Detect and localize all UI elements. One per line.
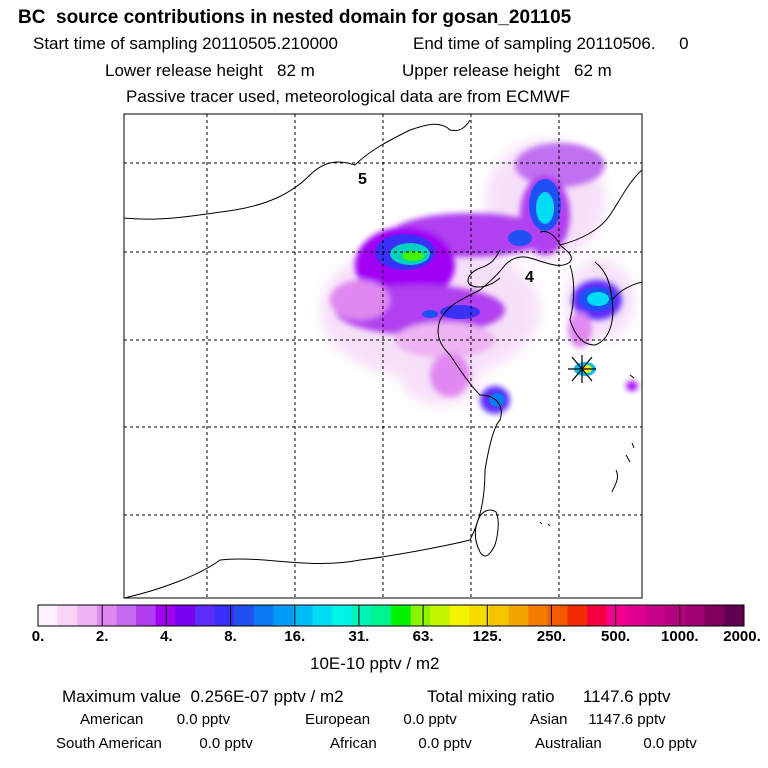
upper-release-label: Upper release height 62 m (402, 61, 612, 80)
colorbar-swatch (449, 605, 470, 626)
colorbar-swatch (547, 605, 568, 626)
asian-contribution: Asian 1147.6 pptv (530, 711, 666, 728)
grid-label-4: 4 (525, 269, 534, 286)
colorbar (37, 604, 745, 627)
colorbar-swatch (665, 605, 686, 626)
american-contribution: American 0.0 pptv (80, 711, 231, 728)
colorbar-swatch (96, 605, 117, 626)
colorbar-tick-label: 250. (536, 628, 567, 645)
colorbar-swatch (626, 605, 647, 626)
colorbar-unit-label: 10E-10 pptv / m2 (310, 654, 440, 673)
tracer-note: Passive tracer used, meteorological data… (126, 87, 571, 106)
colorbar-swatch (685, 605, 706, 626)
map-frame (123, 113, 643, 599)
colorbar-swatch (508, 605, 529, 626)
concentration-field (320, 140, 638, 414)
lat-lon-grid (124, 114, 642, 598)
plot-title: BC source contributions in nested domain… (18, 7, 572, 28)
colorbar-swatch (645, 605, 667, 626)
colorbar-swatch (528, 605, 549, 626)
colorbar-swatch (136, 605, 157, 626)
colorbar-swatch (371, 605, 392, 626)
colorbar-tick-label: 2000. (723, 628, 761, 645)
colorbar-swatch (567, 605, 588, 626)
lower-release-label: Lower release height 82 m (105, 61, 315, 80)
colorbar-swatch (391, 605, 412, 626)
colorbar-swatch (587, 605, 608, 626)
colorbar-tick-label: 31. (348, 628, 370, 645)
colorbar-frame (37, 604, 745, 627)
colorbar-swatch (234, 605, 255, 626)
colorbar-swatch (155, 605, 176, 626)
colorbar-tick-label: 4. (160, 628, 173, 645)
coastlines (124, 119, 642, 598)
european-contribution: European 0.0 pptv (305, 711, 457, 728)
colorbar-tick-label: 500. (601, 628, 631, 645)
colorbar-tick-label: 63. (412, 628, 434, 645)
colorbar-tick-label: 2. (95, 628, 109, 645)
colorbar-swatch (214, 605, 235, 626)
colorbar-swatch (410, 605, 431, 626)
colorbar-tick-label: 8. (224, 628, 237, 645)
colorbar-swatch (332, 605, 353, 626)
colorbar-swatch (469, 605, 490, 626)
colorbar-swatch (351, 605, 372, 626)
colorbar-swatch (194, 605, 215, 626)
colorbar-swatch (312, 605, 333, 626)
colorbar-swatch (489, 605, 510, 626)
colorbar-tick-label: 0. (31, 628, 45, 645)
colorbar-tick-label: 16. (284, 628, 306, 645)
colorbar-swatch (253, 605, 274, 626)
colorbar-swatch (38, 605, 59, 626)
australian-contribution: Australian 0.0 pptv (535, 735, 697, 752)
colorbar-swatch (606, 605, 627, 626)
south-american-contribution: South American 0.0 pptv (56, 735, 253, 752)
receptor-star-icon (568, 355, 596, 383)
max-value-text: Maximum value 0.256E-07 pptv / m2 (62, 687, 344, 706)
colorbar-swatch (273, 605, 294, 626)
colorbar-tick-label: 125. (472, 628, 502, 645)
colorbar-tick-label: 1000. (661, 628, 699, 645)
grid-label-5: 5 (358, 171, 367, 188)
colorbar-swatch (430, 605, 451, 626)
end-time-label: End time of sampling 20110506. 0 (413, 34, 689, 53)
colorbar-swatch (116, 605, 137, 626)
colorbar-swatch (292, 605, 314, 626)
colorbar-swatch (724, 605, 745, 626)
colorbar-swatch (57, 605, 78, 626)
colorbar-swatch (175, 605, 196, 626)
total-mixing-text: Total mixing ratio 1147.6 pptv (427, 687, 671, 706)
colorbar-swatch (704, 605, 725, 626)
start-time-label: Start time of sampling 20110505.210000 (33, 34, 338, 53)
african-contribution: African 0.0 pptv (330, 735, 472, 752)
colorbar-swatch (77, 605, 98, 626)
